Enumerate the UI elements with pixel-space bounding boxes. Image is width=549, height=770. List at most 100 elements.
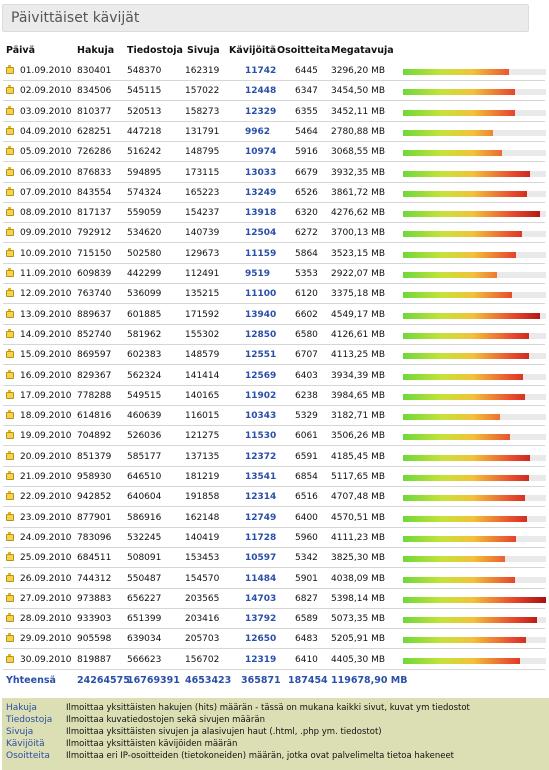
header-mb: Megatavuja	[331, 45, 394, 56]
cell-mb: 5117,65 MB	[331, 472, 386, 482]
legend-key: Sivuja	[6, 727, 34, 737]
cell-pages: 157022	[185, 86, 220, 97]
cell-visits: 12372	[245, 451, 277, 462]
folder-icon	[6, 125, 14, 135]
bandwidth-bar	[403, 89, 546, 96]
folder-icon	[6, 166, 14, 176]
legend-text: Ilmoittaa kuvatiedostojen sekä sivujen m…	[66, 715, 265, 725]
cell-sites: 6400	[295, 512, 318, 523]
cell-date: 08.09.2010	[20, 208, 72, 219]
cell-hits: 876833	[77, 167, 112, 178]
cell-visits: 13541	[245, 472, 277, 482]
header-date: Päivä	[6, 45, 35, 56]
folder-icon	[6, 207, 14, 217]
folder-icon	[6, 471, 14, 480]
table-row: 02.09.2010 834506 545115 157022 12448 6347 345…	[0, 81, 549, 102]
cell-pages: 131791	[185, 126, 220, 137]
bandwidth-bar-fill	[403, 535, 516, 542]
cell-sites: 5329	[295, 411, 318, 422]
bandwidth-bar	[403, 475, 546, 481]
bandwidth-bar	[403, 454, 546, 461]
row-divider	[3, 161, 545, 163]
table-row: 06.09.2010 876833 594895 173115 13033 6679 393…	[0, 163, 549, 183]
cell-mb: 3523,15 MB	[331, 248, 386, 259]
cell-hits: 609839	[77, 269, 112, 279]
bandwidth-bar-fill	[403, 495, 525, 502]
bandwidth-bar-fill	[403, 129, 493, 136]
bandwidth-bar	[403, 190, 546, 197]
table-row: 29.09.2010 905598 639034 205703 12650 6483 520…	[0, 629, 549, 650]
cell-visits: 14703	[245, 593, 277, 604]
table-row: 17.09.2010 778288 549515 140165 11902 6238 398…	[0, 386, 549, 406]
cell-sites: 6355	[295, 106, 318, 117]
folder-icon	[6, 105, 14, 115]
cell-files: 574324	[127, 187, 162, 198]
cell-files: 594895	[127, 167, 162, 178]
cell-sites: 6854	[295, 472, 318, 482]
legend-row: Osoitteita Ilmoittaa eri IP-osoitteiden …	[2, 751, 549, 763]
row-divider	[3, 323, 545, 325]
bandwidth-bar	[403, 272, 546, 278]
cell-mb: 3454,50 MB	[331, 86, 386, 97]
cell-mb: 3506,26 MB	[331, 431, 386, 442]
cell-pages: 121275	[185, 431, 220, 442]
legend-text: Ilmoittaa eri IP-osoitteiden (tietokonei…	[66, 751, 455, 761]
cell-files: 545115	[127, 86, 162, 97]
table-row: 03.09.2010 810377 520513 158273 12329 6355 345…	[0, 102, 549, 122]
totals-files: 16769391	[127, 675, 180, 686]
legend-row: Hakuja Ilmoittaa yksittäisten hakujen (h…	[2, 703, 549, 715]
cell-pages: 153453	[185, 553, 220, 564]
legend-key: Tiedostoja	[6, 715, 53, 725]
cell-hits: 933903	[77, 614, 112, 625]
folder-icon	[6, 369, 14, 379]
folder-icon	[6, 288, 14, 298]
cell-visits: 13249	[245, 187, 277, 198]
cell-hits: 905598	[77, 634, 112, 645]
cell-date: 02.09.2010	[20, 86, 72, 97]
bandwidth-bar	[403, 109, 546, 116]
table-row: 04.09.2010 628251 447218 131791 9962 5464 2780…	[0, 122, 549, 142]
bandwidth-bar-fill	[403, 515, 527, 522]
cell-hits: 783096	[77, 532, 112, 543]
cell-date: 11.09.2010	[20, 269, 72, 279]
cell-visits: 11484	[245, 573, 277, 584]
table-row: 26.09.2010 744312 550487 154570 11484 5901 403…	[0, 569, 549, 589]
cell-sites: 6483	[295, 634, 318, 645]
cell-sites: 6061	[295, 431, 318, 442]
row-divider	[3, 628, 545, 630]
cell-hits: 852740	[77, 329, 112, 340]
cell-pages: 140739	[185, 228, 220, 239]
legend-row: Tiedostoja Ilmoittaa kuvatiedostojen sek…	[2, 715, 549, 727]
cell-files: 601885	[127, 309, 162, 320]
cell-files: 549515	[127, 390, 162, 401]
cell-mb: 5398,14 MB	[331, 593, 386, 604]
bandwidth-bar	[403, 596, 546, 603]
cell-visits: 12448	[245, 86, 277, 97]
bandwidth-bar	[403, 556, 546, 563]
cell-visits: 13033	[245, 167, 277, 178]
cell-pages: 165223	[185, 187, 220, 198]
bandwidth-bar-fill	[403, 211, 540, 218]
cell-hits: 942852	[77, 492, 112, 503]
page-title: Päivittäiset kävijät	[2, 4, 529, 32]
cell-visits: 10597	[245, 553, 277, 564]
cell-mb: 4570,51 MB	[331, 512, 386, 523]
cell-hits: 817137	[77, 208, 112, 219]
bandwidth-bar-fill	[403, 89, 515, 96]
cell-sites: 6516	[295, 492, 318, 503]
cell-hits: 834506	[77, 86, 112, 97]
bandwidth-bar	[403, 231, 546, 238]
table-row: 22.09.2010 942852 640604 191858 12314 6516 470…	[0, 487, 549, 508]
cell-files: 585177	[127, 451, 162, 462]
cell-mb: 3861,72 MB	[331, 187, 386, 198]
row-divider	[3, 668, 545, 670]
totals-label: Yhteensä	[6, 675, 56, 686]
cell-date: 30.09.2010	[20, 654, 72, 665]
cell-pages: 162148	[185, 512, 220, 523]
legend-row: Kävijöitä Ilmoittaa yksittäisten kävijöi…	[2, 739, 549, 751]
cell-files: 536099	[127, 289, 162, 300]
cell-hits: 763740	[77, 289, 112, 300]
cell-hits: 778288	[77, 390, 112, 401]
bandwidth-bar	[403, 332, 546, 339]
cell-date: 29.09.2010	[20, 634, 72, 645]
